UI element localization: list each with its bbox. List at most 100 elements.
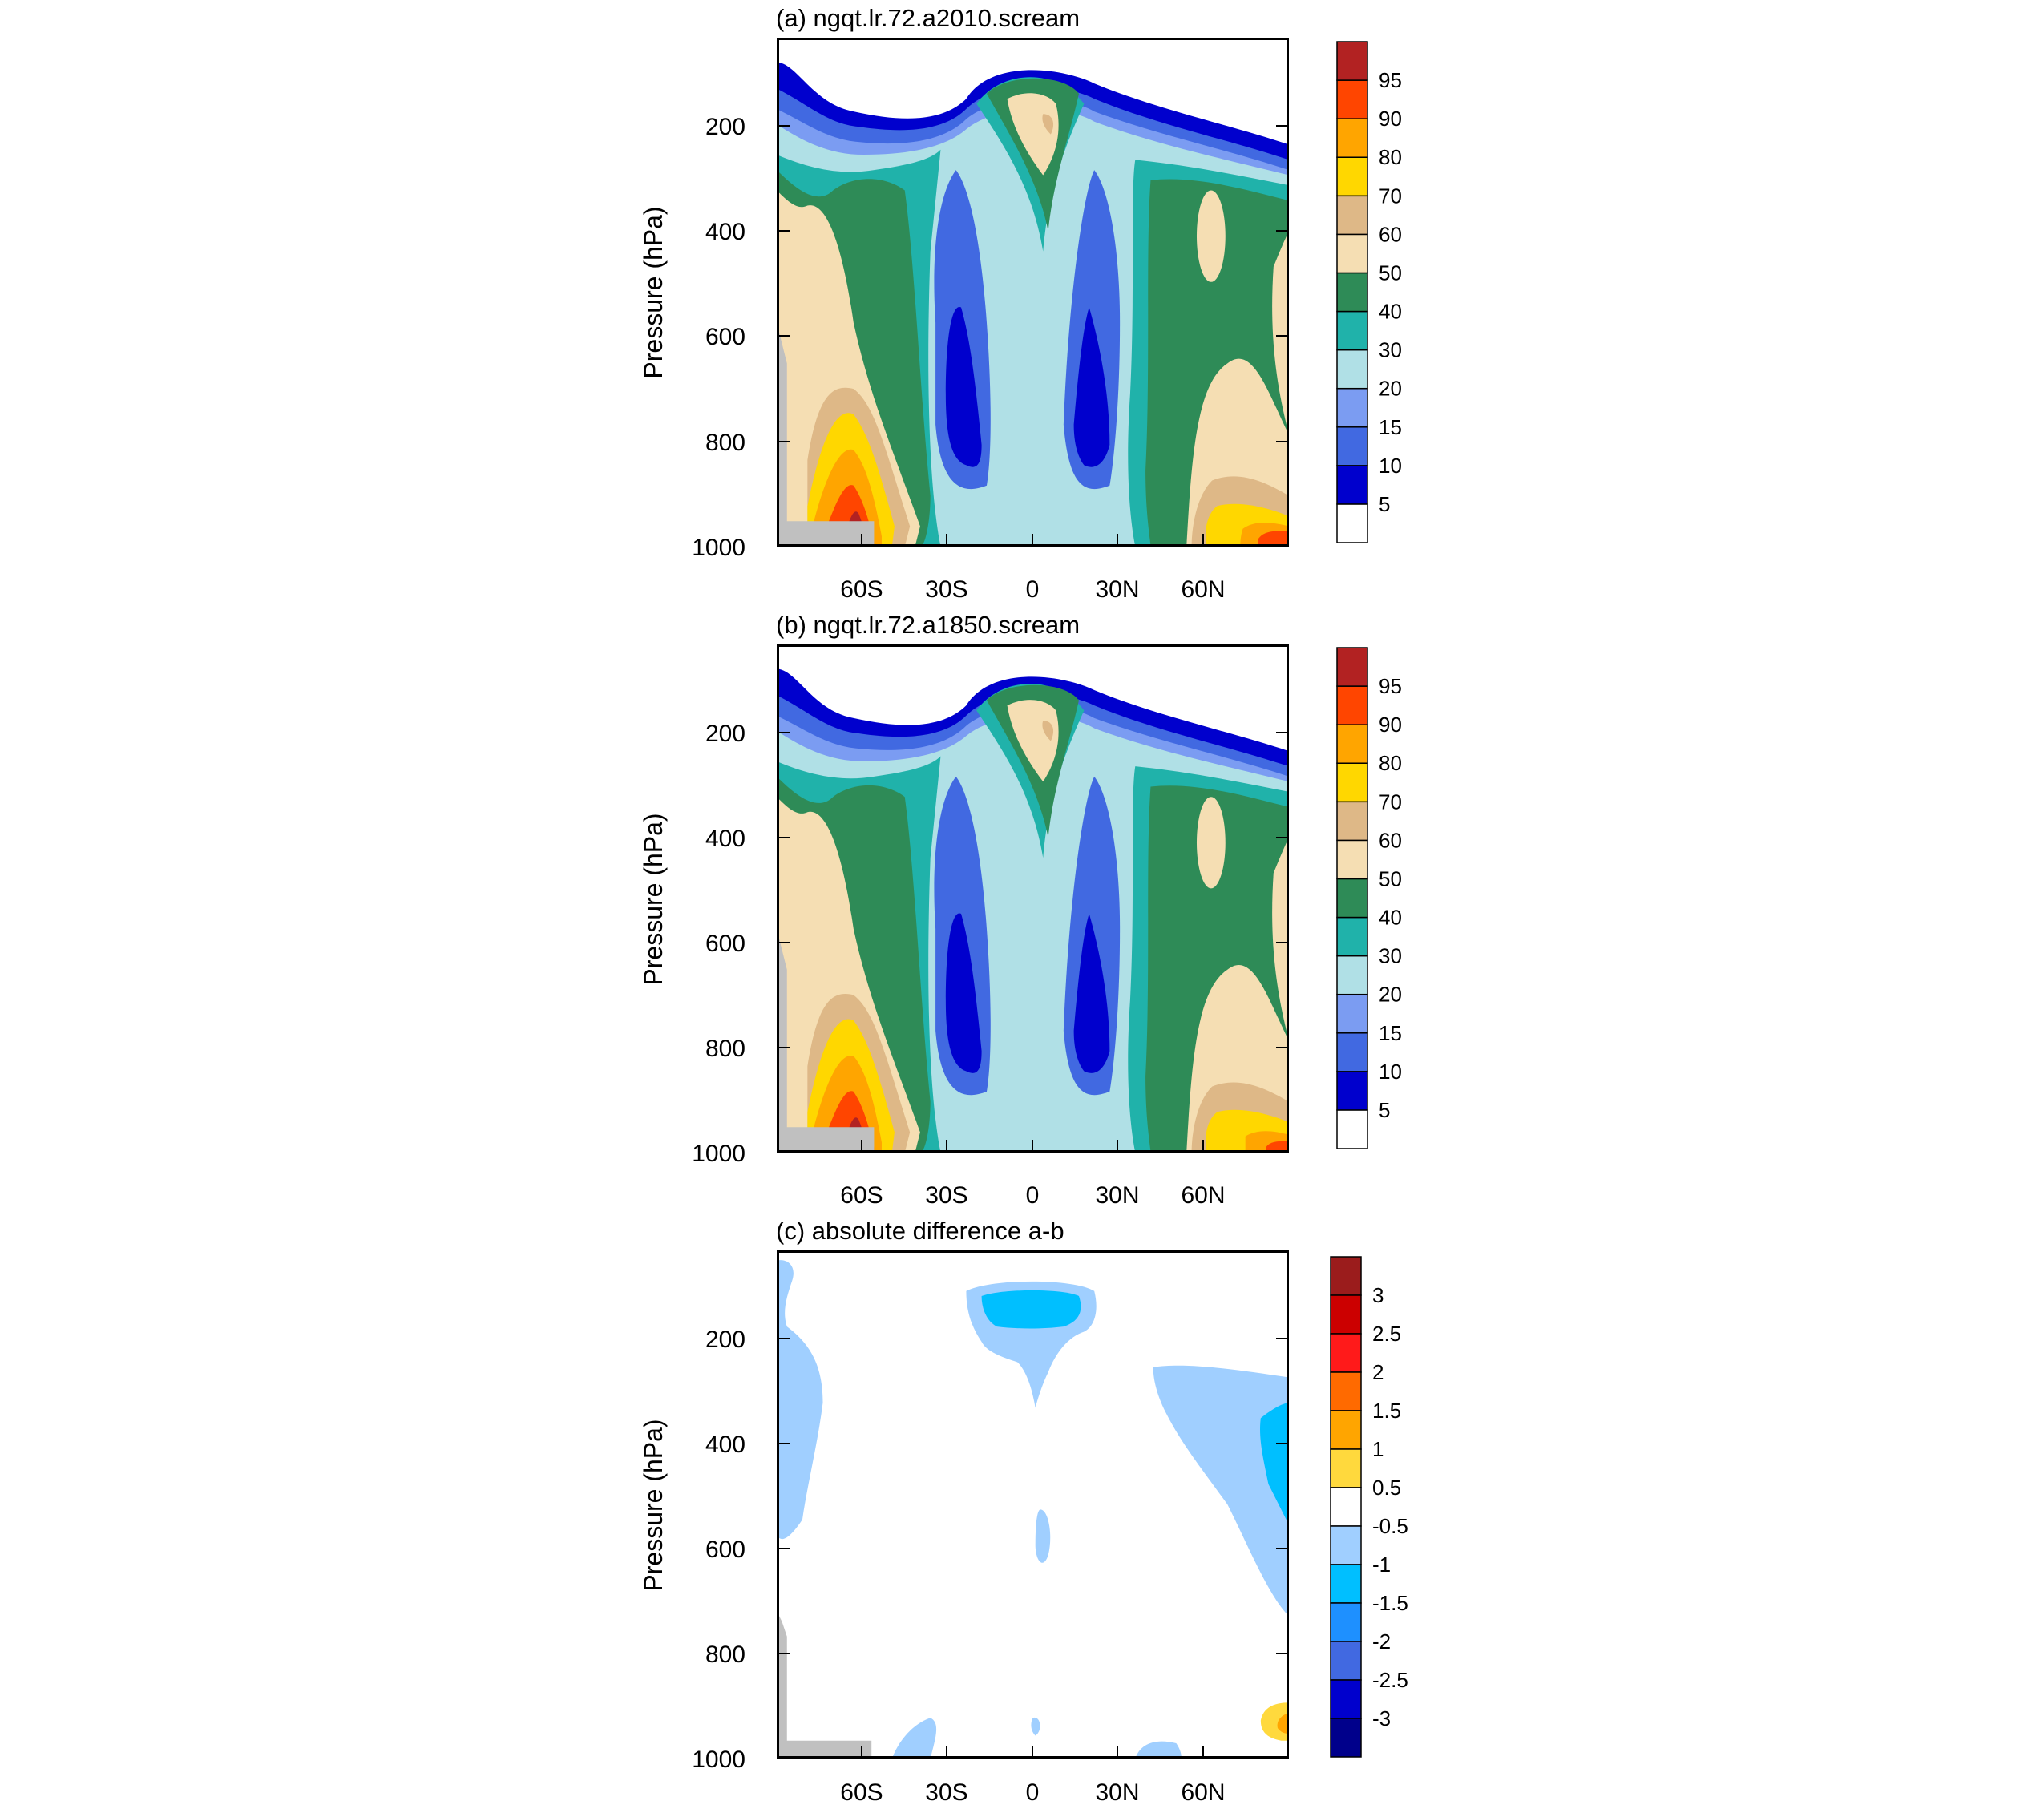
colorbar-label: -3 [1372, 1706, 1391, 1730]
colorbar-label: 2 [1372, 1360, 1384, 1384]
colorbar-box [1330, 1410, 1362, 1450]
panel-a-plot [777, 38, 1289, 547]
ytick-label: 400 [705, 219, 745, 245]
colorbar-box [1336, 762, 1368, 803]
contour-60-top [1042, 721, 1054, 741]
xtick-label: 60S [840, 1779, 883, 1805]
colorbar-label: 2.5 [1372, 1322, 1401, 1346]
colorbar-box [1336, 426, 1368, 466]
colorbar-box [1336, 647, 1368, 687]
colorbar-box [1336, 156, 1368, 197]
colorbar-box [1336, 955, 1368, 995]
colorbar-label: 1 [1372, 1437, 1384, 1461]
colorbar-box [1330, 1294, 1362, 1335]
colorbar-label: 20 [1379, 377, 1402, 401]
colorbar-box [1336, 1032, 1368, 1072]
ytick-label: 1000 [692, 1141, 745, 1167]
colorbar-box [1336, 349, 1368, 390]
contour-90-nh [1266, 1141, 1289, 1153]
colorbar-label: 50 [1379, 260, 1402, 285]
xtick-label: 30S [925, 576, 967, 603]
colorbar-label: 1.5 [1372, 1399, 1401, 1423]
colorbar-box [1330, 1487, 1362, 1527]
colorbar-box [1336, 387, 1368, 428]
colorbar-label: 15 [1379, 1021, 1402, 1045]
colorbar-box [1336, 41, 1368, 81]
colorbar-label: 60 [1379, 828, 1402, 852]
colorbar-box [1330, 1256, 1362, 1296]
colorbar-box [1336, 724, 1368, 764]
diff-neg-0.5-low [891, 1718, 937, 1759]
xtick-label: 60S [840, 1182, 883, 1209]
xtick-label: 30S [925, 1779, 967, 1805]
panel-a-ylabel: Pressure (hPa) [639, 206, 668, 378]
colorbar-box [1330, 1679, 1362, 1719]
colorbar-box [1330, 1641, 1362, 1681]
colorbar-box [1330, 1564, 1362, 1604]
panel-c-ylabel: Pressure (hPa) [639, 1419, 668, 1591]
colorbar-box [1330, 1333, 1362, 1373]
colorbar-label: 90 [1379, 713, 1402, 737]
panel-a-colorbar: 5 10 15 20 30 40 50 60 70 80 90 95 [1336, 41, 1402, 543]
ytick-label: 800 [705, 1641, 745, 1668]
ytick-label: 200 [705, 721, 745, 747]
colorbar-label: 40 [1379, 906, 1402, 930]
colorbar-box [1336, 503, 1368, 543]
xtick-label: 30N [1095, 1182, 1139, 1209]
colorbar-label: 80 [1379, 145, 1402, 169]
colorbar-label: -1.5 [1372, 1591, 1408, 1615]
xtick-label: 0 [1026, 1779, 1040, 1805]
colorbar-box [1330, 1448, 1362, 1488]
colorbar-label: 95 [1379, 68, 1402, 92]
colorbar-label: 70 [1379, 789, 1402, 814]
xtick-label: 0 [1026, 576, 1040, 603]
panel-c-colorbar: 3 2.5 2 1.5 1 0.5 -0.5 -1 -1.5 -2 -2.5 -3 [1330, 1256, 1408, 1758]
diff-neg-1-nh [1260, 1403, 1289, 1525]
panel-b-xticks: 60S 30S 0 30N 60N [840, 1182, 1225, 1209]
colorbar-box [1330, 1371, 1362, 1411]
panel-a-yticks: 200 400 600 800 1000 [692, 114, 745, 561]
colorbar-label: 30 [1379, 944, 1402, 968]
panel-b-colorbar: 5 10 15 20 30 40 50 60 70 80 90 95 [1336, 647, 1402, 1149]
colorbar-box [1330, 1525, 1362, 1565]
colorbar-label: 90 [1379, 107, 1402, 131]
colorbar-label: 95 [1379, 674, 1402, 698]
ytick-label: 1000 [692, 1746, 745, 1773]
contour-50-blob [1196, 797, 1226, 889]
topography [777, 929, 875, 1153]
colorbar-label: 30 [1379, 338, 1402, 362]
diff-neg-0.5-low3 [1135, 1741, 1182, 1759]
diff-neg-0.5-nh [1153, 1365, 1289, 1617]
colorbar-label: 0.5 [1372, 1476, 1401, 1500]
xtick-label: 60S [840, 576, 883, 603]
panel-a-xticks: 60S 30S 0 30N 60N [840, 576, 1225, 603]
colorbar-box [1330, 1718, 1362, 1758]
colorbar-label: 15 [1379, 415, 1402, 439]
panel-c-plot [777, 1250, 1289, 1759]
diff-neg-0.5 [777, 1260, 823, 1540]
colorbar-box [1336, 916, 1368, 957]
diff-pos-1 [1277, 1712, 1289, 1734]
colorbar-label: -0.5 [1372, 1514, 1408, 1538]
core-5-nh [1073, 307, 1110, 467]
core-5-sh [945, 307, 982, 467]
colorbar-label: -1 [1372, 1553, 1391, 1577]
colorbar-label: -2.5 [1372, 1668, 1408, 1692]
panel-b-axes [777, 732, 1289, 1153]
colorbar-label: 5 [1379, 492, 1390, 516]
topography [777, 322, 875, 547]
panel-c-axes [777, 1338, 1289, 1759]
colorbar-label: 10 [1379, 454, 1402, 478]
colorbar-box [1336, 993, 1368, 1034]
xtick-label: 30S [925, 1182, 967, 1209]
ytick-label: 200 [705, 114, 745, 140]
contour-50-nh2 [1272, 231, 1289, 435]
contour-60-top [1042, 114, 1054, 135]
colorbar-box [1336, 79, 1368, 119]
panel-b: (b) ngqt.lr.72.a1850.scream Pressure (hP… [639, 611, 1402, 1209]
ytick-label: 600 [705, 324, 745, 350]
colorbar-label: 40 [1379, 300, 1402, 324]
colorbar-box [1336, 801, 1368, 842]
ytick-label: 800 [705, 430, 745, 456]
